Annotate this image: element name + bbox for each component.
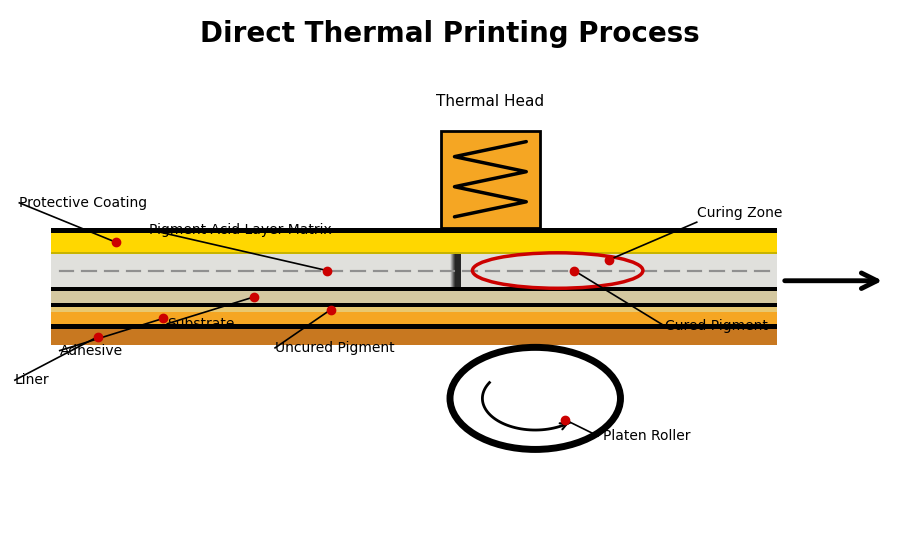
Bar	[50, 328, 778, 345]
Bar	[50, 324, 778, 328]
Bar	[452, 254, 458, 287]
Bar	[452, 254, 457, 287]
Bar	[50, 233, 778, 252]
Bar	[454, 254, 459, 287]
Text: Thermal Head: Thermal Head	[436, 94, 544, 110]
Bar	[452, 254, 458, 287]
Bar	[451, 254, 457, 287]
Bar	[50, 313, 778, 324]
Bar	[450, 254, 456, 287]
Text: Direct Thermal Printing Process: Direct Thermal Printing Process	[200, 19, 700, 48]
Bar	[441, 131, 540, 227]
Bar	[451, 254, 456, 287]
Bar	[452, 254, 457, 287]
Circle shape	[450, 347, 620, 449]
Bar	[455, 254, 461, 287]
Bar	[50, 254, 778, 287]
Bar	[454, 254, 461, 287]
Text: Platen Roller: Platen Roller	[602, 429, 690, 443]
Bar	[50, 287, 778, 291]
Bar	[453, 254, 458, 287]
Bar	[453, 254, 458, 287]
Bar	[450, 254, 456, 287]
Bar	[454, 254, 460, 287]
Bar	[453, 254, 459, 287]
Bar	[50, 307, 778, 313]
Bar	[454, 254, 460, 287]
Bar	[452, 254, 458, 287]
Bar	[454, 254, 461, 287]
Bar	[453, 254, 459, 287]
Bar	[50, 252, 778, 254]
Bar	[451, 254, 457, 287]
Bar	[454, 254, 460, 287]
Bar	[454, 254, 460, 287]
Bar	[454, 254, 461, 287]
Text: Pigment Acid Layer Matrix: Pigment Acid Layer Matrix	[149, 222, 332, 237]
Bar	[450, 254, 456, 287]
Bar	[454, 254, 460, 287]
Bar	[451, 254, 457, 287]
Bar	[453, 254, 459, 287]
Bar	[452, 254, 458, 287]
Text: Cured Pigment: Cured Pigment	[665, 319, 769, 333]
Text: Liner: Liner	[14, 373, 50, 387]
Bar	[454, 254, 460, 287]
Text: Uncured Pigment: Uncured Pigment	[275, 341, 395, 355]
Bar	[453, 254, 459, 287]
Bar	[50, 227, 778, 233]
Bar	[453, 254, 459, 287]
Bar	[450, 254, 456, 287]
Text: Adhesive: Adhesive	[59, 343, 122, 357]
Bar	[50, 291, 778, 303]
Bar	[454, 254, 459, 287]
Bar	[451, 254, 456, 287]
Bar	[454, 254, 460, 287]
Text: Substrate: Substrate	[167, 317, 235, 330]
Bar	[451, 254, 457, 287]
Bar	[452, 254, 458, 287]
Bar	[454, 254, 461, 287]
Bar	[454, 254, 461, 287]
Bar	[50, 303, 778, 307]
Text: Protective Coating: Protective Coating	[19, 196, 148, 210]
Text: Curing Zone: Curing Zone	[697, 206, 782, 219]
Bar	[451, 254, 457, 287]
